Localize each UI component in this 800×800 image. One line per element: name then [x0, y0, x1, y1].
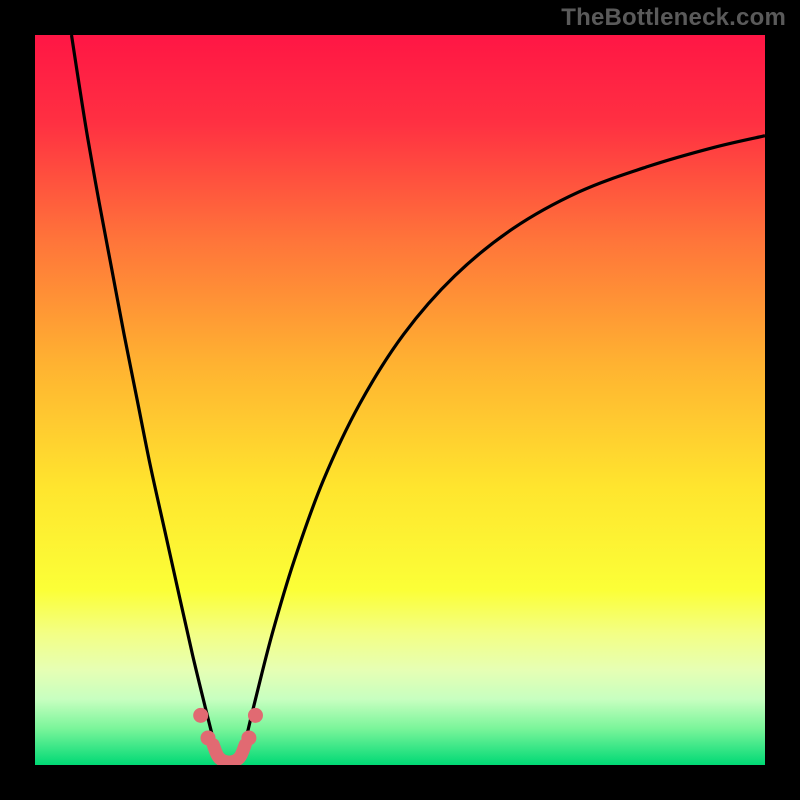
chart-lines	[35, 35, 765, 765]
chart-container: TheBottleneck.com	[0, 0, 800, 800]
dip-dot-left-0	[193, 708, 208, 723]
curve-right	[247, 136, 765, 736]
watermark-text: TheBottleneck.com	[561, 4, 786, 32]
plot-area	[35, 35, 765, 765]
dip-valley	[213, 745, 245, 763]
curve-left	[72, 35, 213, 736]
dip-dot-left-1	[201, 730, 216, 745]
dip-dot-right-1	[248, 708, 263, 723]
dip-dot-right-0	[241, 730, 256, 745]
